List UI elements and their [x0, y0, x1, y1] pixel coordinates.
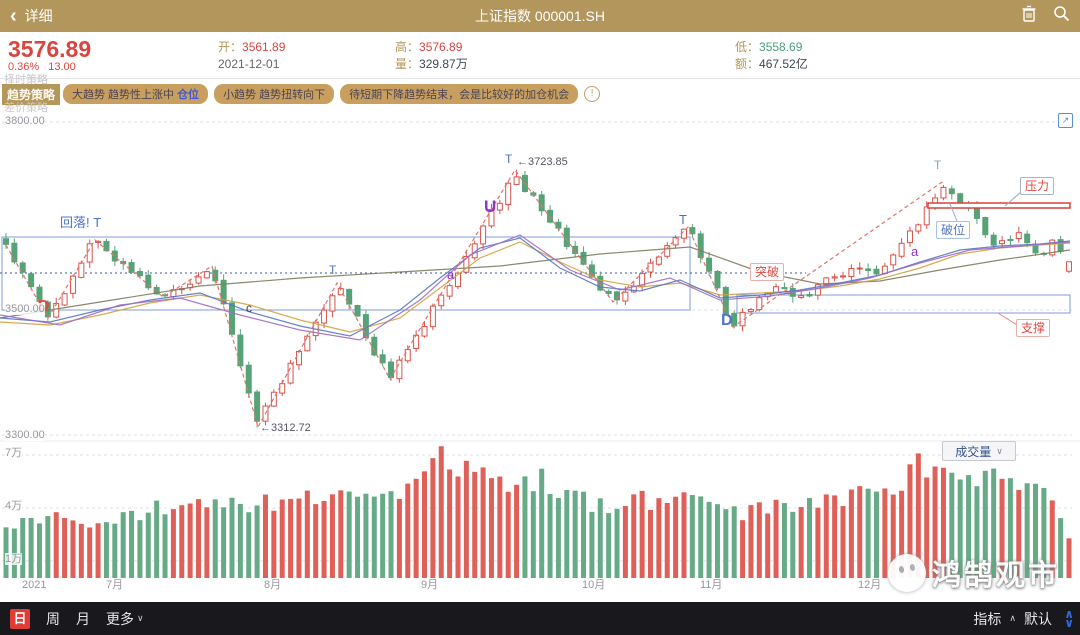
period-button-month[interactable]: 月	[76, 610, 90, 627]
caret-down-icon: ∨	[137, 613, 144, 623]
caret-down-icon: ∨	[996, 445, 1003, 456]
watermark-text: 鸿鹄观市	[932, 560, 1061, 592]
open-value: 3561.89	[242, 40, 286, 54]
bottom-toolbar: 日 周 月 更多 ∨ 指标 ∧ 默认 ∧ ∨	[0, 602, 1080, 635]
watermark: 鸿鹄观市	[888, 552, 1060, 594]
panel-down-button[interactable]: ∨	[1064, 615, 1074, 630]
page-title: 上证指数 000001.SH	[475, 8, 605, 24]
back-button[interactable]: ‹ 详细	[10, 6, 53, 26]
strategy-pill-advice[interactable]: 待短期下降趋势结束，会是比较好的加仓机会	[340, 84, 579, 104]
search-icon	[1054, 6, 1070, 22]
quote-col-open: 开：3561.89 2021-12-01	[218, 39, 285, 73]
change-line: 0.36% 13.00	[8, 61, 76, 73]
strategy-pill-small-trend[interactable]: 小趋势 趋势扭转向下	[214, 84, 335, 104]
indicator-selector-button[interactable]: 指标	[973, 610, 1002, 627]
low-label: 低：	[735, 40, 760, 54]
high-value: 3576.89	[419, 40, 463, 54]
strategy-tab-timing[interactable]: 择时策略	[4, 74, 48, 86]
trash-button[interactable]	[1021, 5, 1037, 28]
volume-indicator-selector[interactable]: 成交量 ∨	[942, 441, 1016, 461]
pill-text: 待短期下降趋势结束，会是比较好的加仓机会	[349, 89, 570, 101]
date-value: 2021-12-01	[218, 57, 280, 71]
search-button[interactable]	[1053, 5, 1070, 27]
quote-col-high: 高：3576.89 量：329.87万	[395, 39, 468, 73]
quote-panel: 3576.89 0.36% 13.00 开：3561.89 2021-12-01…	[0, 32, 1080, 79]
back-chevron-icon: ‹	[10, 5, 17, 27]
amount-value: 467.52亿	[759, 57, 808, 71]
caret-up-icon: ∧	[1009, 613, 1016, 623]
strategy-tab-trend[interactable]: 趋势策略	[2, 84, 61, 105]
amount-label: 额：	[735, 57, 760, 71]
open-label: 开：	[218, 40, 243, 54]
strategy-tab-spread[interactable]: 差价策略	[4, 102, 48, 114]
info-button[interactable]: !	[584, 86, 601, 102]
expand-button[interactable]: ↗	[1058, 113, 1073, 128]
last-price: 3576.89	[8, 36, 92, 62]
panel-up-button[interactable]: ∧	[1064, 606, 1074, 621]
change-percent: 0.36%	[8, 61, 40, 73]
strategy-panel: 择时策略 趋势策略 差价策略 大趋势 趋势性上涨中 仓位 小趋势 趋势扭转向下 待…	[0, 74, 1080, 114]
default-selector-button[interactable]: 默认	[1024, 610, 1052, 627]
more-button[interactable]: 更多 ∨	[106, 609, 144, 629]
low-value: 3558.69	[759, 40, 803, 54]
volume-label: 量：	[395, 57, 420, 71]
strategy-pill-big-trend[interactable]: 大趋势 趋势性上涨中 仓位	[63, 84, 209, 104]
app-header: ‹ 详细 上证指数 000001.SH	[0, 0, 1080, 32]
quote-col-low: 低：3558.69 额：467.52亿	[735, 39, 808, 73]
change-absolute: 13.00	[48, 61, 76, 73]
high-label: 高：	[395, 40, 420, 54]
pill-text: 大趋势 趋势性上涨中	[72, 89, 175, 101]
volume-indicator-label: 成交量	[955, 444, 992, 459]
trash-icon	[1022, 5, 1036, 22]
period-button-week[interactable]: 周	[46, 610, 60, 627]
period-button-day[interactable]: 日	[10, 608, 30, 629]
wechat-logo-icon	[888, 554, 926, 592]
more-label: 更多	[106, 610, 134, 627]
volume-value: 329.87万	[419, 57, 468, 71]
position-link[interactable]: 仓位	[177, 89, 200, 101]
back-label: 详细	[24, 8, 53, 24]
pill-text: 小趋势 趋势扭转向下	[223, 89, 326, 101]
